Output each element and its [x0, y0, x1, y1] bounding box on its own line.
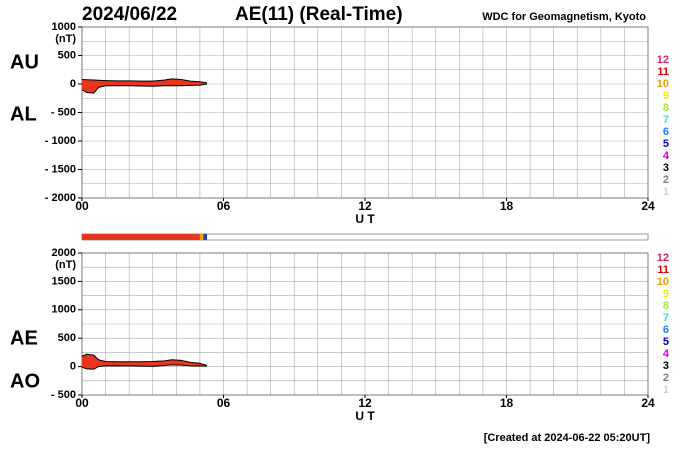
- x-tick-label: 06: [217, 199, 231, 213]
- key-label: 6: [663, 126, 669, 138]
- x-axis-label: U T: [355, 409, 375, 423]
- key-label: 12: [657, 54, 669, 66]
- y-tick-label: 0: [70, 78, 76, 90]
- key-label: 1: [663, 186, 669, 198]
- series-line: [81, 364, 207, 370]
- y-tick-label: - 500: [51, 389, 76, 401]
- status-segment: [82, 234, 200, 240]
- key-label: 10: [657, 276, 669, 288]
- key-label: 10: [657, 78, 669, 90]
- key-label: 4: [663, 150, 670, 162]
- x-axis-label: U T: [355, 212, 375, 226]
- source: WDC for Geomagnetism, Kyoto: [482, 11, 646, 23]
- y-unit: (nT): [55, 259, 76, 271]
- key-label: 9: [663, 90, 669, 102]
- key-label: 7: [663, 312, 669, 324]
- x-tick-label: 24: [641, 396, 655, 410]
- status-segment: [199, 234, 204, 240]
- series-line: [81, 353, 208, 366]
- chart-title: AE(11) (Real-Time): [235, 4, 403, 25]
- x-tick-label: 12: [358, 199, 372, 213]
- series-line: [81, 83, 208, 94]
- key-label: 3: [663, 360, 669, 372]
- date: 2024/06/22: [82, 4, 177, 25]
- key-label: 3: [663, 162, 669, 174]
- y-tick-label: - 1500: [45, 163, 76, 175]
- key-label: 5: [663, 336, 669, 348]
- y-tick-label: 1500: [52, 275, 76, 287]
- x-tick-label: 24: [641, 199, 655, 213]
- series-label: AE: [10, 327, 38, 349]
- y-tick-label: 1000: [52, 21, 76, 33]
- x-tick-label: 18: [500, 396, 514, 410]
- key-label: 9: [663, 288, 669, 300]
- x-tick-label: 00: [75, 396, 89, 410]
- series-line: [81, 78, 208, 84]
- key-label: 4: [663, 348, 670, 360]
- y-tick-label: 0: [70, 361, 76, 373]
- x-tick-label: 00: [75, 199, 89, 213]
- x-tick-label: 18: [500, 199, 514, 213]
- y-tick-label: - 500: [51, 106, 76, 118]
- key-label: 12: [657, 252, 669, 264]
- y-tick-label: - 2000: [45, 192, 76, 204]
- series-label: AL: [10, 103, 37, 125]
- y-tick-label: 500: [58, 49, 76, 61]
- y-tick-label: 1000: [52, 304, 76, 316]
- y-tick-label: 500: [58, 332, 76, 344]
- y-tick-label: - 1000: [45, 135, 76, 147]
- series-label: AU: [10, 51, 39, 73]
- key-label: 2: [663, 372, 669, 384]
- key-label: 2: [663, 174, 669, 186]
- series-label: AO: [10, 370, 40, 392]
- key-label: 1: [663, 384, 669, 396]
- x-tick-label: 12: [358, 396, 372, 410]
- key-label: 8: [663, 102, 669, 114]
- y-tick-label: 2000: [52, 247, 76, 259]
- key-label: 8: [663, 300, 669, 312]
- x-tick-label: 06: [217, 396, 231, 410]
- key-label: 11: [657, 66, 669, 78]
- key-label: 5: [663, 138, 669, 150]
- footer: [Created at 2024-06-22 05:20UT]: [484, 432, 651, 444]
- key-label: 7: [663, 114, 669, 126]
- key-label: 11: [657, 264, 669, 276]
- key-label: 6: [663, 324, 669, 336]
- status-segment: [203, 234, 207, 240]
- y-unit: (nT): [55, 33, 76, 45]
